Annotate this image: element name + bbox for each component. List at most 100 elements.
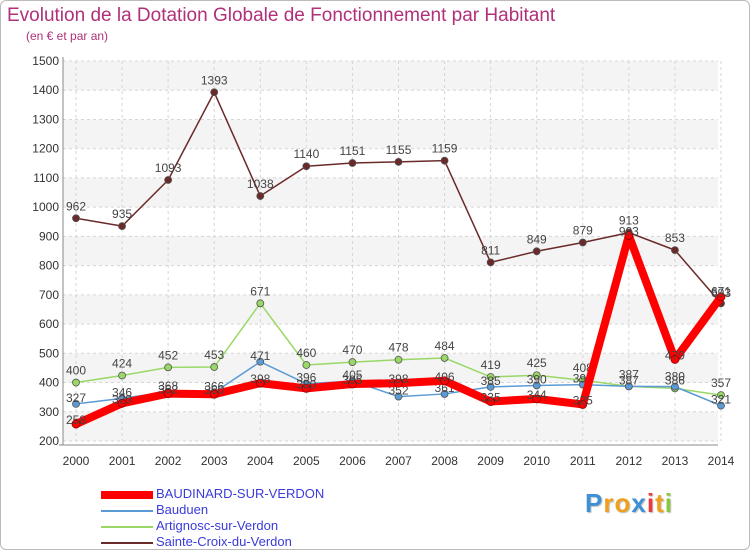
data-label: 913 (619, 214, 639, 228)
data-label: 390 (527, 372, 547, 386)
data-point (164, 363, 173, 372)
data-label: 335 (481, 391, 501, 405)
logo-letter: o (614, 488, 632, 518)
data-label: 346 (112, 385, 132, 399)
data-point (256, 192, 265, 200)
y-tick-label: 500 (39, 346, 59, 360)
data-point (301, 383, 311, 393)
data-label: 385 (481, 374, 501, 388)
data-point (532, 247, 541, 256)
y-tick-label: 600 (39, 317, 59, 331)
data-point (210, 88, 219, 97)
data-label: 329 (112, 392, 132, 406)
data-label: 479 (665, 348, 685, 362)
y-tick-label: 800 (39, 259, 59, 273)
data-label: 344 (527, 388, 547, 402)
data-label: 398 (388, 372, 408, 386)
data-point (348, 358, 357, 366)
data-label: 425 (527, 356, 547, 370)
data-label: 321 (711, 393, 731, 407)
legend-item-bauduen: Bauduen (101, 502, 401, 519)
data-label: 362 (158, 383, 178, 397)
legend-label-bauduen: Bauduen (156, 502, 209, 517)
x-tick-label: 2004 (247, 454, 274, 468)
data-label: 406 (435, 370, 455, 384)
data-point (394, 378, 403, 388)
grid-band (63, 236, 718, 266)
data-label: 671 (711, 284, 731, 298)
data-point (348, 379, 357, 389)
legend-label-baudinard: BAUDINARD-SUR-VERDON (156, 486, 325, 501)
data-point (440, 354, 449, 362)
proxiti-logo: Proxiti (585, 488, 673, 519)
data-point (117, 398, 127, 408)
data-label: 386 (665, 374, 685, 388)
y-tick-label: 900 (39, 229, 59, 243)
data-label: 935 (112, 207, 132, 221)
y-tick-label: 1000 (32, 200, 59, 214)
logo-letter: r (603, 488, 615, 518)
data-point (72, 399, 80, 408)
data-label: 1159 (432, 142, 458, 156)
chart-title: Evolution de la Dotation Globale de Fonc… (7, 5, 556, 26)
data-point (532, 371, 541, 380)
data-label: 396 (296, 371, 316, 385)
data-point (440, 156, 449, 165)
legend-swatch-baudinard (101, 491, 153, 499)
data-label: 903 (619, 225, 639, 239)
data-point (671, 246, 679, 255)
legend-swatch-bauduen (101, 510, 153, 512)
data-point (256, 299, 265, 308)
data-point (164, 176, 173, 184)
data-label: 387 (619, 373, 639, 387)
y-tick-label: 300 (39, 405, 59, 419)
data-label: 453 (204, 348, 224, 362)
data-point (302, 162, 311, 171)
data-point (256, 357, 265, 366)
data-label: 879 (573, 224, 593, 238)
data-label: 387 (619, 367, 639, 381)
data-point (624, 382, 633, 391)
data-label: 327 (66, 391, 86, 405)
data-point (394, 355, 403, 364)
y-tick-label: 200 (39, 434, 59, 448)
data-label: 478 (388, 341, 408, 355)
data-label: 811 (481, 243, 500, 257)
data-point (118, 222, 126, 231)
data-label: 368 (158, 379, 178, 393)
data-label: 1093 (155, 161, 182, 175)
logo-letter: P (585, 488, 604, 518)
data-label: 471 (250, 349, 270, 363)
legend-item-baudinard: BAUDINARD-SUR-VERDON (101, 486, 401, 503)
data-point (210, 363, 219, 371)
data-point (209, 389, 219, 399)
data-point (348, 159, 357, 167)
x-tick-label: 2011 (570, 454, 596, 468)
data-point (670, 355, 680, 364)
data-point (394, 157, 403, 166)
legend-swatch-sainte-croix (101, 542, 153, 544)
logo-letter: x (631, 488, 647, 518)
x-tick-label: 2014 (708, 454, 735, 468)
logo-letter: i (664, 488, 673, 518)
data-point (440, 376, 449, 386)
data-point (255, 378, 265, 388)
x-tick-label: 2006 (339, 454, 366, 468)
y-tick-label: 1100 (33, 171, 59, 185)
y-tick-label: 400 (39, 376, 59, 390)
data-label: 380 (665, 369, 685, 383)
data-label: 484 (435, 339, 455, 353)
data-point (71, 419, 81, 429)
data-label: 405 (342, 368, 362, 382)
x-tick-label: 2010 (523, 454, 550, 468)
data-point (118, 371, 126, 380)
data-label: 380 (296, 377, 316, 391)
data-label: 1140 (293, 147, 319, 161)
data-label: 1151 (340, 144, 366, 158)
data-point (716, 292, 726, 302)
data-label: 1155 (386, 143, 412, 157)
logo-letter: t (655, 488, 665, 518)
y-tick-label: 1500 (32, 54, 59, 68)
